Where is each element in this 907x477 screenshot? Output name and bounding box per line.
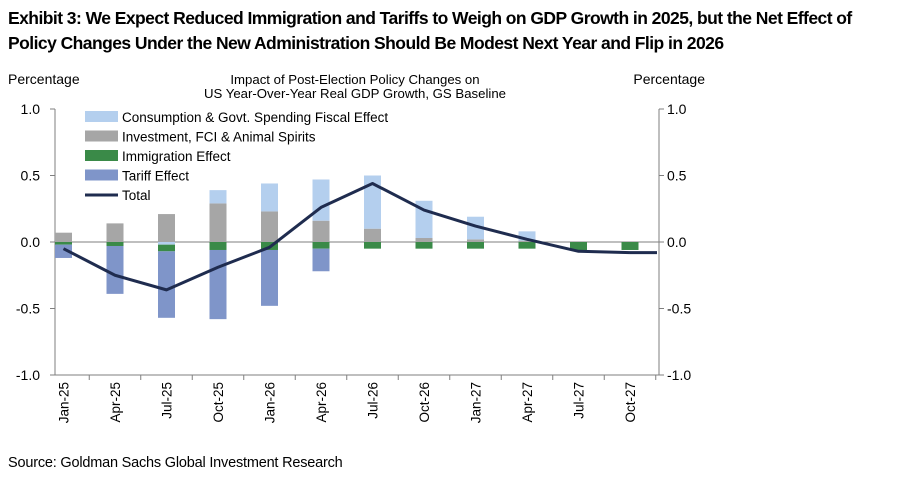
legend-swatch <box>85 150 118 161</box>
bar-immigration-effect-jul-26 <box>364 242 381 249</box>
bar-immigration-effect-oct-27 <box>621 242 639 250</box>
bar-immigration-effect-jan-25 <box>55 242 72 245</box>
x-tick-label: Jul-27 <box>572 382 587 419</box>
x-tick-label: Oct-25 <box>211 382 226 423</box>
x-tick-label: Jul-26 <box>366 382 381 419</box>
bar-investment-fci-animal-spirits-jan-27 <box>467 239 484 242</box>
y-axis-right-label: Percentage <box>633 71 705 87</box>
bar-immigration-effect-oct-25 <box>209 242 227 250</box>
bar-immigration-effect-apr-25 <box>106 242 124 246</box>
total-line <box>62 181 631 292</box>
bar-tariff-effect-apr-25 <box>106 245 124 294</box>
bar-immigration-effect-oct-26 <box>415 242 433 249</box>
legend-label: Immigration Effect <box>122 149 231 164</box>
y-tick-label-left: 0.5 <box>21 168 41 184</box>
bar-immigration-effect-jan-27 <box>467 242 484 249</box>
bar-investment-fci-animal-spirits-apr-25 <box>106 223 124 242</box>
bar-investment-fci-animal-spirits-jan-26 <box>261 211 278 242</box>
chart-title-line-2: US Year-Over-Year Real GDP Growth, GS Ba… <box>204 86 506 101</box>
bar-tariff-effect-jan-25 <box>55 244 72 258</box>
x-tick-label: Jan-25 <box>57 382 72 423</box>
y-axis-left-label: Percentage <box>8 71 80 87</box>
x-tick-label: Apr-27 <box>520 382 535 423</box>
bar-investment-fci-animal-spirits-oct-25 <box>209 203 227 242</box>
bar-consumption-govt-spending-fiscal-effect-jul-26 <box>364 175 381 229</box>
legend-label: Investment, FCI & Animal Spirits <box>122 130 316 145</box>
bar-consumption-govt-spending-fiscal-effect-oct-25 <box>209 190 227 204</box>
bar-immigration-effect-jul-27 <box>570 242 587 250</box>
legend-swatch <box>85 111 118 122</box>
bar-immigration-effect-apr-27 <box>518 242 536 249</box>
x-tick-label: Jan-26 <box>263 382 278 423</box>
legend-label: Consumption & Govt. Spending Fiscal Effe… <box>122 110 388 125</box>
bar-investment-fci-animal-spirits-apr-26 <box>312 220 330 242</box>
y-tick-label-left: 0.0 <box>21 234 41 250</box>
bar-consumption-govt-spending-fiscal-effect-jul-25 <box>158 242 175 245</box>
bar-tariff-effect-apr-26 <box>312 248 330 272</box>
bar-investment-fci-animal-spirits-jul-26 <box>364 228 381 242</box>
x-tick-label: Jan-27 <box>469 382 484 423</box>
legend-label: Tariff Effect <box>122 169 189 184</box>
legend-swatch <box>85 169 118 181</box>
y-tick-label-left: 1.0 <box>21 101 41 117</box>
chart-title-line-1: Impact of Post-Election Policy Changes o… <box>230 72 479 87</box>
y-tick-label-left: -0.5 <box>16 301 40 317</box>
x-tick-label: Apr-25 <box>108 382 123 423</box>
x-tick-label: Oct-26 <box>417 382 432 423</box>
bar-investment-fci-animal-spirits-jul-25 <box>158 214 175 242</box>
bar-consumption-govt-spending-fiscal-effect-apr-26 <box>312 179 330 221</box>
bar-investment-fci-animal-spirits-apr-27 <box>518 240 536 242</box>
bar-tariff-effect-jul-25 <box>158 251 175 318</box>
bar-immigration-effect-apr-26 <box>312 242 330 249</box>
y-tick-label-right: 0.5 <box>667 168 687 184</box>
source-note: Source: Goldman Sachs Global Investment … <box>8 455 343 471</box>
y-tick-label-right: -1.0 <box>667 367 691 383</box>
x-tick-label: Jul-25 <box>160 382 175 419</box>
y-tick-label-right: 1.0 <box>667 101 687 117</box>
y-tick-label-right: -0.5 <box>667 301 691 317</box>
bar-consumption-govt-spending-fiscal-effect-apr-27 <box>518 231 536 241</box>
bar-investment-fci-animal-spirits-oct-26 <box>415 238 433 242</box>
y-tick-label-right: 0.0 <box>667 234 687 250</box>
exhibit-title: Exhibit 3: We Expect Reduced Immigration… <box>8 8 852 53</box>
bar-investment-fci-animal-spirits-jan-25 <box>55 232 72 242</box>
bar-consumption-govt-spending-fiscal-effect-jan-27 <box>467 216 484 240</box>
x-tick-label: Apr-26 <box>314 382 329 423</box>
y-tick-label-left: -1.0 <box>16 367 40 383</box>
bar-tariff-effect-oct-25 <box>209 249 227 320</box>
legend-label: Total <box>122 188 151 203</box>
bar-tariff-effect-jan-26 <box>261 249 278 306</box>
bar-consumption-govt-spending-fiscal-effect-jan-26 <box>261 183 278 212</box>
bar-immigration-effect-jul-25 <box>158 244 175 252</box>
x-tick-label: Oct-27 <box>623 382 638 423</box>
legend-swatch <box>85 130 118 142</box>
